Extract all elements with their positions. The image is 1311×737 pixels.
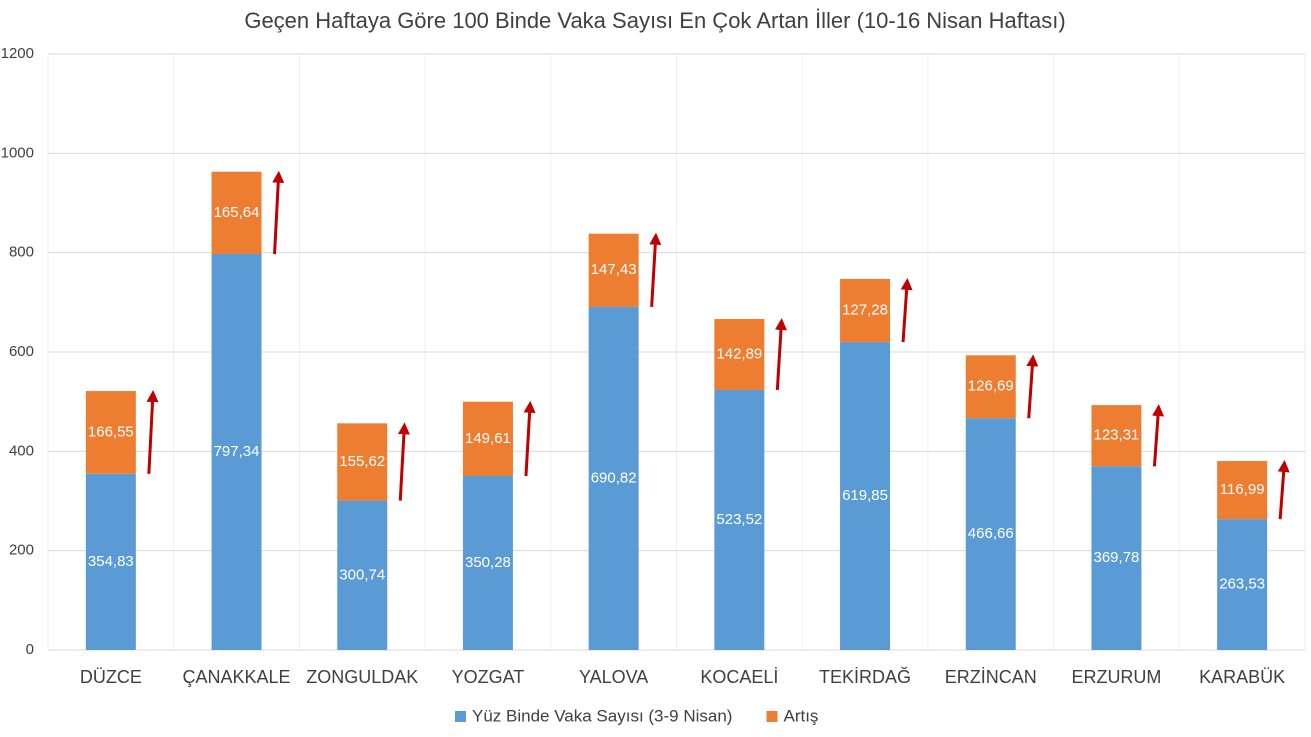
data-label: 690,82 <box>591 469 637 486</box>
data-label: 523,52 <box>716 511 762 528</box>
bar-segment <box>462 476 513 650</box>
bar-segment <box>462 401 513 477</box>
bar-segment <box>1217 519 1268 650</box>
bar-segment <box>840 278 891 343</box>
data-label: 619,85 <box>842 487 888 504</box>
x-tick-label: DÜZCE <box>80 667 142 687</box>
y-tick-label: 800 <box>9 244 34 261</box>
bar-segment <box>211 253 262 650</box>
increase-arrow <box>272 170 285 255</box>
bar-segment <box>1091 466 1142 650</box>
data-label: 165,64 <box>214 204 260 221</box>
data-label: 166,55 <box>88 423 134 440</box>
data-label: 142,89 <box>716 345 762 362</box>
data-label: 155,62 <box>339 453 385 470</box>
increase-arrow <box>649 232 662 307</box>
bar-segment <box>1217 461 1268 520</box>
bar-segment <box>1091 405 1142 467</box>
increase-arrow <box>523 400 536 477</box>
bar-segment <box>965 418 1016 650</box>
increase-arrow <box>397 422 410 501</box>
x-tick-label: ERZURUM <box>1071 667 1161 687</box>
bar-segment <box>85 391 136 474</box>
data-label: 797,34 <box>214 443 260 460</box>
x-tick-label: YOZGAT <box>452 667 525 687</box>
data-label: 123,31 <box>1094 427 1140 444</box>
data-label: 300,74 <box>339 566 385 583</box>
data-label: 369,78 <box>1094 549 1140 566</box>
bar-segment <box>337 423 388 501</box>
increase-arrow <box>774 318 787 391</box>
data-label: 126,69 <box>968 378 1014 395</box>
x-tick-label: KOCAELİ <box>700 667 778 687</box>
y-tick-label: 0 <box>26 641 34 658</box>
bar-segment <box>337 500 388 650</box>
y-tick-label: 1000 <box>1 144 34 161</box>
data-label: 149,61 <box>465 430 511 447</box>
bar-segment <box>714 319 765 390</box>
bar-segment <box>85 473 136 650</box>
legend-swatch <box>766 711 778 722</box>
data-label: 127,28 <box>842 302 888 319</box>
x-tick-label: YALOVA <box>579 667 648 687</box>
x-tick-label: ERZİNCAN <box>945 667 1037 687</box>
y-tick-label: 1200 <box>1 45 34 62</box>
data-label: 263,53 <box>1219 576 1265 593</box>
x-tick-label: ZONGULDAK <box>306 667 418 687</box>
bar-segment <box>840 342 891 650</box>
data-label: 350,28 <box>465 554 511 571</box>
increase-arrow <box>1152 404 1165 467</box>
increase-arrow <box>146 390 159 474</box>
x-tick-label: TEKİRDAĞ <box>819 666 911 687</box>
chart-title: Geçen Haftaya Göre 100 Binde Vaka Sayısı… <box>244 8 1065 33</box>
data-label: 116,99 <box>1220 481 1265 498</box>
data-label: 147,43 <box>591 261 637 278</box>
bar-segment <box>211 171 262 254</box>
legend-label: Artış <box>783 706 818 725</box>
x-tick-label: ÇANAKKALE <box>183 667 291 687</box>
data-label: 354,83 <box>88 553 134 570</box>
increase-arrow <box>1026 354 1039 419</box>
bar-segment <box>965 355 1016 419</box>
increase-arrow <box>900 277 913 343</box>
bar-segment <box>588 233 639 307</box>
increase-arrow <box>1277 460 1290 520</box>
y-tick-label: 600 <box>9 343 34 360</box>
y-tick-label: 200 <box>9 542 34 559</box>
legend-swatch <box>455 711 466 722</box>
bar-segment <box>588 306 639 650</box>
x-tick-label: KARABÜK <box>1199 667 1285 687</box>
legend-label: Yüz Binde Vaka Sayısı (3-9 Nisan) <box>472 706 732 725</box>
data-label: 466,66 <box>968 525 1014 542</box>
y-tick-label: 400 <box>9 442 34 459</box>
bar-segment <box>714 389 765 650</box>
